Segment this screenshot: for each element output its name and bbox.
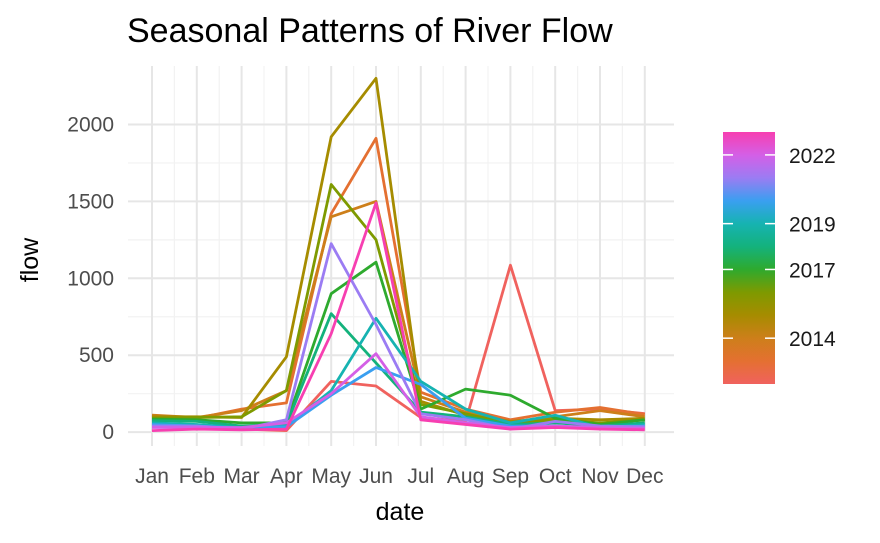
color-legend: 2014 2017 2019 2022	[723, 132, 836, 384]
series-line-2022	[152, 352, 645, 430]
x-tick-label: Sep	[492, 465, 529, 488]
legend-colorbar	[723, 132, 775, 384]
x-tick-label: Apr	[270, 465, 303, 488]
x-tick-label: May	[311, 465, 351, 488]
x-tick-label: Feb	[179, 465, 215, 488]
y-tick-label: 500	[79, 344, 114, 367]
series-line-2017	[151, 260, 645, 426]
series-line-2023	[151, 201, 645, 432]
x-axis-ticks: Jan Feb Mar Apr May Jun Jul Aug Sep Oct Nov Dec	[135, 465, 663, 488]
y-tick-label: 2000	[67, 113, 114, 136]
y-axis-ticks: 0 500 1000 1500 2000	[67, 113, 114, 444]
x-tick-label: Mar	[224, 465, 260, 488]
legend-tick-label: 2014	[789, 328, 836, 351]
x-tick-label: Jan	[135, 465, 169, 488]
x-tick-label: Jun	[359, 465, 393, 488]
legend-tick-label: 2017	[789, 259, 836, 282]
legend-tick-label: 2022	[789, 145, 836, 168]
y-tick-label: 1500	[67, 190, 114, 213]
series-line-2014	[151, 199, 645, 425]
series-lines	[151, 76, 646, 433]
x-axis-title: date	[376, 498, 425, 526]
chart-title: Seasonal Patterns of River Flow	[127, 12, 613, 50]
y-tick-label: 1000	[67, 267, 114, 290]
x-tick-label: Dec	[626, 465, 663, 488]
x-tick-label: Oct	[539, 465, 572, 488]
y-axis-title: flow	[16, 237, 44, 282]
x-tick-label: Jul	[407, 465, 434, 488]
y-tick-label: 0	[102, 421, 114, 444]
x-tick-label: Nov	[581, 465, 619, 488]
legend-tick-label: 2019	[789, 214, 836, 237]
x-tick-label: Aug	[447, 465, 484, 488]
